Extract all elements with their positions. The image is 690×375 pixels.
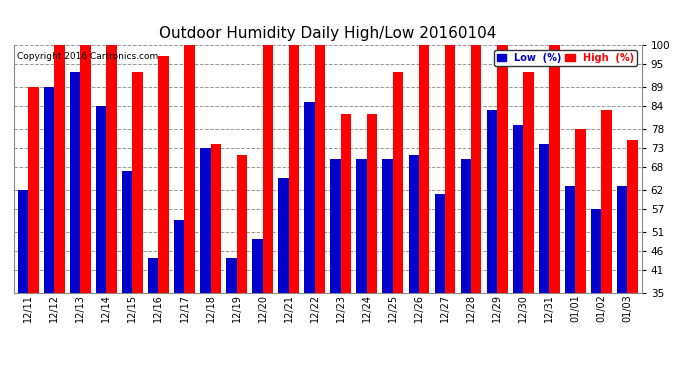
Bar (341, 114, 351, 292)
Bar (357, 159, 367, 292)
Bar (174, 220, 184, 292)
Bar (278, 178, 288, 292)
Bar (549, 45, 560, 292)
Bar (159, 56, 169, 292)
Bar (43, 87, 55, 292)
Bar (617, 186, 627, 292)
Bar (80, 45, 90, 292)
Bar (497, 45, 508, 292)
Bar (471, 45, 482, 292)
Bar (627, 140, 638, 292)
Bar (565, 186, 575, 292)
Bar (304, 102, 315, 292)
Bar (106, 45, 117, 292)
Text: Copyright 2016 Cartronics.com: Copyright 2016 Cartronics.com (17, 53, 158, 62)
Bar (55, 45, 65, 292)
Bar (200, 148, 210, 292)
Bar (96, 106, 106, 292)
Bar (122, 171, 132, 292)
Bar (237, 155, 247, 292)
Bar (252, 239, 263, 292)
Bar (408, 155, 419, 292)
Bar (539, 144, 549, 292)
Bar (523, 72, 533, 292)
Bar (18, 190, 28, 292)
Bar (70, 72, 80, 292)
Bar (513, 125, 523, 292)
Bar (210, 144, 221, 292)
Bar (184, 45, 195, 292)
Bar (419, 45, 429, 292)
Legend: Low  (%), High  (%): Low (%), High (%) (493, 50, 637, 66)
Bar (28, 87, 39, 292)
Bar (461, 159, 471, 292)
Bar (575, 129, 586, 292)
Bar (263, 45, 273, 292)
Bar (331, 159, 341, 292)
Bar (226, 258, 237, 292)
Bar (601, 110, 612, 292)
Bar (367, 114, 377, 292)
Bar (315, 45, 325, 292)
Bar (591, 209, 601, 292)
Bar (393, 72, 404, 292)
Bar (445, 45, 455, 292)
Bar (148, 258, 159, 292)
Bar (288, 45, 299, 292)
Bar (132, 72, 143, 292)
Bar (486, 110, 497, 292)
Bar (435, 194, 445, 292)
Title: Outdoor Humidity Daily High/Low 20160104: Outdoor Humidity Daily High/Low 20160104 (159, 26, 496, 41)
Bar (382, 159, 393, 292)
